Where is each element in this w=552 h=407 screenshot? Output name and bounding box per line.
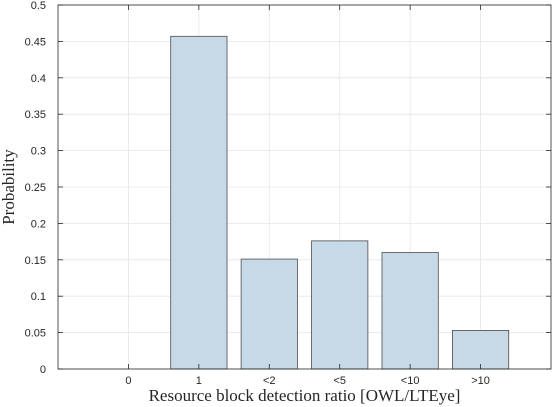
bar (381, 252, 439, 370)
y-axis-label: Probability (0, 149, 18, 225)
bar (451, 330, 510, 370)
bar (311, 240, 369, 370)
x-axis-label: Resource block detection ratio [OWL/LTEy… (149, 386, 461, 405)
x-tick-label: 1 (196, 375, 202, 387)
y-tick-label: 0.15 (25, 255, 46, 267)
x-tick-label: 0 (125, 375, 131, 387)
bar (170, 35, 228, 370)
y-tick-label: 0.05 (25, 328, 46, 340)
y-tick-label: 0.2 (31, 218, 46, 230)
y-tick-label: 0.35 (25, 109, 46, 121)
x-tick-label: <2 (263, 375, 276, 387)
y-tick-label: 0.4 (31, 73, 46, 85)
y-tick-label: 0.5 (31, 0, 46, 12)
x-tick-label: <5 (333, 375, 346, 387)
y-axis-ticks: 0 0.05 0.1 0.15 0.2 0.25 0.3 0.35 0.4 0.45 0.5 (25, 0, 551, 376)
bar (240, 258, 298, 370)
y-tick-label: 0.25 (25, 182, 46, 194)
y-tick-label: 0 (40, 364, 46, 376)
x-tick-label: >10 (471, 375, 490, 387)
y-tick-label: 0.3 (31, 146, 46, 158)
bars (170, 35, 510, 370)
y-tick-label: 0.1 (31, 291, 46, 303)
x-axis-ticks: 0 1 <2 <5 <10 >10 (125, 5, 490, 387)
y-tick-label: 0.45 (25, 36, 46, 48)
x-tick-label: <10 (401, 375, 420, 387)
